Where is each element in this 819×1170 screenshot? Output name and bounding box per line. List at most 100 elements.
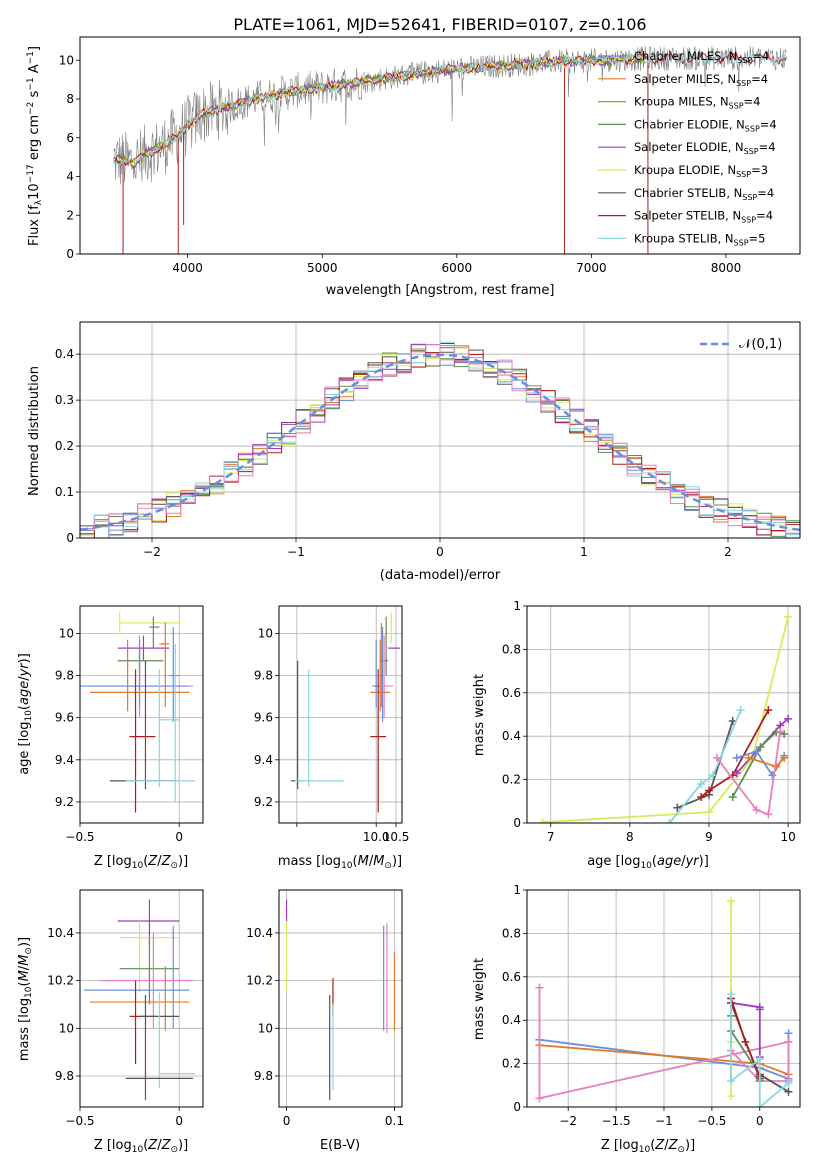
series-line-salpeter_elodie	[730, 1001, 761, 1058]
spectrum-legend: Chabrier MILES, NSSP=4 Salpeter MILES, NS…	[598, 49, 777, 247]
legend-label-value: =4	[757, 186, 774, 200]
series-marker-kroupa_stelib	[665, 819, 674, 823]
series-marker-chabrier_miles	[784, 1029, 793, 1038]
x-tick-label: 0	[436, 545, 444, 559]
mass-weight-vs-age-y-label: mass weight	[472, 674, 487, 756]
y-tick-label: 10.2	[246, 974, 273, 988]
mass-vs-metallicity-x-label: Z [log10(Z/Z⊙)]	[94, 1138, 188, 1155]
legend-label-kroupa_miles: Kroupa MILES, NSSP=4	[634, 95, 760, 111]
x-tick-label: −0.5	[65, 1114, 94, 1128]
y-tick-label: 0.1	[55, 485, 74, 499]
plot-marks	[535, 896, 793, 1107]
series-line-kroupa_elodie	[542, 616, 789, 823]
x-tick-label: 10.0	[363, 830, 390, 844]
series-marker-kroupa_stelib	[727, 1076, 736, 1085]
series-marker-kroupa_elodie	[705, 808, 713, 817]
legend-label-salpeter_miles: Salpeter MILES, NSSP=4	[634, 72, 768, 88]
x-tick-label: 0.1	[385, 1114, 404, 1128]
spectrum-x-label: wavelength [Angstrom, rest frame]	[326, 283, 555, 298]
y-tick-label: 0.4	[502, 1013, 521, 1027]
series-marker-pink	[752, 805, 761, 814]
age-vs-metallicity-y-label: age [log10(age/yr)]	[17, 653, 34, 775]
mass-vs-extinction-x-label: E(B-V)	[320, 1138, 360, 1153]
legend-label-kroupa_stelib: Kroupa STELIB, NSSP=5	[634, 231, 765, 247]
series-marker-pink	[535, 1094, 544, 1103]
mass-vs-metallicity-y-label: mass [log10(M/M⊙)]	[17, 937, 34, 1061]
y-tick-label: 0.8	[502, 642, 521, 656]
x-tick-label: −1	[287, 545, 305, 559]
residual-histogram-panel: −2 −1 0 1 200.10.20.30.4 (data-model)/error …	[27, 321, 801, 583]
plot-frame	[526, 605, 801, 824]
x-tick-label: 0	[175, 830, 183, 844]
y-tick-label: 9.4	[55, 753, 74, 767]
legend-label-subscript: SSP	[729, 102, 744, 111]
y-tick-label: 0.6	[502, 686, 521, 700]
x-tick-label: 7	[547, 830, 555, 844]
mass-weight-vs-metallicity-x-label: Z [log10(Z/Z⊙)]	[601, 1138, 695, 1155]
x-tick-label: 7000	[576, 261, 607, 275]
spectrum-panel: PLATE=1061, MJD=52641, FIBERID=0107, z=0…	[26, 15, 801, 298]
plot-frame	[278, 889, 403, 1108]
plot-marks	[83, 899, 196, 1100]
legend-label-subscript: SSP	[734, 238, 749, 247]
series-marker-kroupa_stelib	[708, 771, 717, 780]
y-tick-label: 0.2	[502, 773, 521, 787]
x-tick-label: 8000	[711, 261, 742, 275]
mass-vs-metallicity-panel: −0.5 0 9.8 10 10.2 10.4 Z [log10(Z/Z⊙)] mass …	[17, 889, 204, 1155]
plot-frame	[526, 889, 801, 1108]
x-tick-label: 8	[626, 830, 634, 844]
y-tick-label: 0	[513, 816, 521, 830]
mass-weight-vs-age-x-label: age [log10(age/yr)]	[587, 854, 709, 871]
y-tick-label: 2	[66, 208, 74, 222]
series-line-pink	[538, 987, 790, 1100]
model-spectrum-kroupa_miles	[113, 52, 646, 167]
y-tick-label: 9.8	[55, 1069, 74, 1083]
histogram-chabrier_elodie	[80, 343, 800, 537]
plot-marks	[538, 612, 793, 823]
series-marker-chabrier_elodie	[728, 792, 737, 801]
age-vs-mass-plot-area: 10.010.5 9.2 9.4 9.6 9.8 10	[254, 605, 409, 844]
legend-label-subscript: SSP	[744, 147, 759, 156]
y-tick-label: 0.4	[502, 729, 521, 743]
x-tick-label: 0	[175, 1114, 183, 1128]
series-marker-kroupa_elodie	[727, 896, 736, 905]
legend-label-value: =4	[752, 49, 769, 63]
series-line-salpeter_stelib	[700, 709, 770, 798]
y-tick-label: 1	[513, 883, 521, 897]
y-tick-label: 10.2	[47, 974, 74, 988]
x-tick-label: −1.5	[602, 1114, 631, 1128]
series-marker-pink	[776, 727, 785, 736]
legend-label-subscript: SSP	[736, 79, 751, 88]
y-tick-label: 9.4	[254, 753, 273, 767]
series-marker-chabrier_stelib	[784, 1087, 793, 1096]
series-marker-pink	[784, 1037, 793, 1046]
series-marker-kroupa_stelib	[736, 706, 745, 715]
legend-label-subscript: SSP	[737, 56, 752, 65]
series-marker-salpeter_elodie	[755, 1005, 764, 1014]
x-tick-label: 0	[283, 1114, 291, 1128]
x-tick-label: 9	[705, 830, 713, 844]
plot-marks	[290, 612, 401, 813]
legend-label-value: =3	[751, 163, 768, 177]
series-marker-salpeter_elodie	[784, 714, 793, 723]
plot-marks	[80, 612, 196, 813]
legend-label-chabrier_miles: Chabrier MILES, NSSP=4	[634, 49, 769, 65]
model-spectrum-salpeter_stelib	[113, 50, 787, 166]
series-marker-pink	[712, 753, 721, 762]
y-tick-label: 10	[59, 53, 74, 67]
series-marker-salpeter_stelib	[741, 1037, 750, 1046]
series-marker-pink	[764, 810, 773, 819]
normal-curve-legend-label: 𝒩(0,1)	[739, 337, 782, 352]
plot-frame	[79, 321, 801, 539]
spectrum-title: PLATE=1061, MJD=52641, FIBERID=0107, z=0…	[233, 15, 646, 34]
y-tick-label: 9.2	[55, 795, 74, 809]
spectrum-y-label: Flux [fλ10−17 erg cm−2 s−1 A−1]	[26, 46, 44, 246]
age-vs-metallicity-x-label: Z [log10(Z/Z⊙)]	[94, 854, 188, 871]
x-tick-label: −0.5	[65, 830, 94, 844]
series-marker-kroupa_stelib	[784, 1079, 793, 1088]
histogram-pink	[80, 344, 800, 534]
y-tick-label: 10	[258, 626, 273, 640]
series-line-pink	[716, 731, 782, 816]
histogram-y-label: Normed distribution	[27, 366, 42, 496]
legend-label-value: =4	[756, 209, 773, 223]
